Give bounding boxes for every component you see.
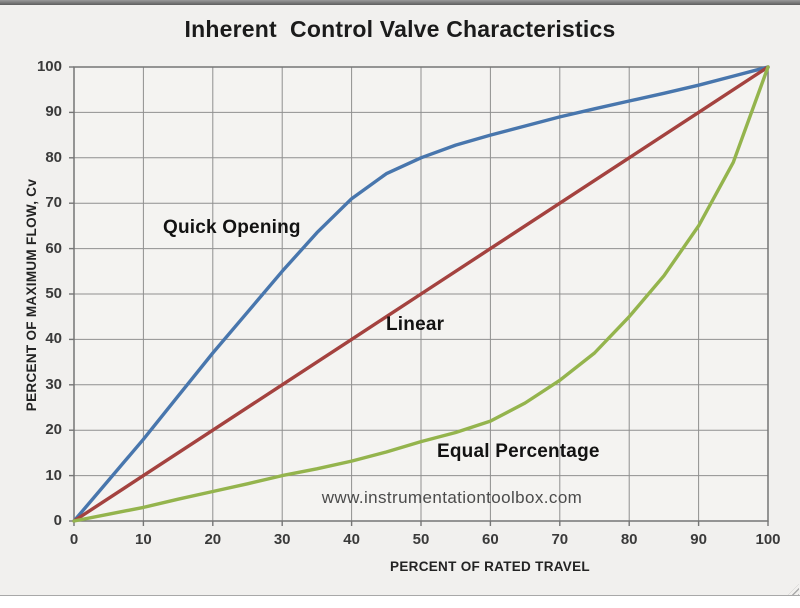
y-tick-label-100: 100 [36,58,62,75]
series-curve-equal-percentage [72,65,770,523]
y-tick-label-70: 70 [45,194,62,212]
x-tick-label-80: 80 [620,531,638,548]
series-label-equal-percentage: Equal Percentage [437,441,600,462]
x-tick-label-40: 40 [343,531,360,548]
x-axis-title: PERCENT OF RATED TRAVEL [390,559,590,574]
series-label-linear: Linear [386,314,445,335]
window-top-edge [0,0,800,5]
y-tick-label-0: 0 [53,512,62,529]
x-tick-label-90: 90 [690,531,707,548]
x-tick-label-50: 50 [412,531,430,548]
y-tick-label-40: 40 [45,330,62,348]
x-tick-label-100: 100 [755,531,781,548]
plot-canvas [69,65,770,526]
x-tick-label-20: 20 [204,531,222,548]
plot-area [69,65,770,526]
y-tick-label-10: 10 [45,466,62,484]
x-tick-label-70: 70 [551,531,569,548]
y-axis-title: PERCENT OF MAXIMUM FLOW, Cv [24,178,39,412]
watermark-text: www.instrumentationtoolbox.com [321,488,583,507]
y-tick-label-50: 50 [45,285,62,302]
chart-title: Inherent Control Valve Characteristics [184,16,616,42]
x-tick-label-60: 60 [482,531,499,548]
series-curve-quick-opening [72,65,770,523]
y-tick-label-90: 90 [45,103,62,121]
resize-handle-icon [788,584,799,595]
x-tick-label-30: 30 [273,531,291,548]
x-tick-label-0: 0 [69,531,79,548]
y-tick-label-20: 20 [45,421,62,439]
y-tick-label-60: 60 [45,239,62,257]
x-tick-label-10: 10 [135,531,152,548]
y-tick-label-80: 80 [45,148,62,166]
series-label-quick-opening: Quick Opening [163,217,301,238]
series-curve-linear [72,65,770,523]
y-tick-label-30: 30 [45,375,62,393]
